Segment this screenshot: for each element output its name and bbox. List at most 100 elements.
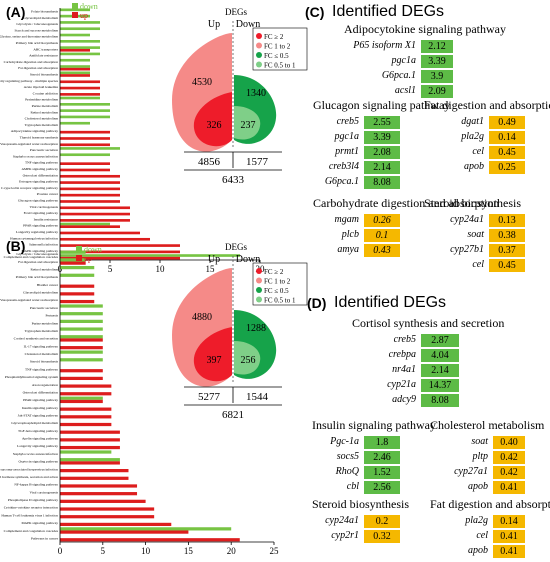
fold-change-cell: 0.37: [488, 243, 526, 258]
category-label: Insulin signaling pathway: [22, 406, 58, 410]
venn-title: DEGs: [225, 242, 247, 252]
category-label: Longevity signaling pathway: [17, 444, 58, 448]
category-label: Complement and coagulation cascades: [4, 255, 59, 259]
fold-change-cell: 3.39: [420, 54, 454, 69]
category-label: TGF-beta signaling pathway: [18, 429, 58, 433]
gene-name: amya: [337, 244, 359, 255]
venn-up-total: 5277: [198, 391, 221, 403]
fc-legend-dot: [256, 33, 262, 39]
category-label: Glucagon signaling pathway: [18, 198, 58, 202]
venn-down-total: 1544: [246, 391, 269, 403]
category-label: Vasopressin-regulated water reabsorption: [0, 142, 58, 146]
fold-change-cell: 2.56: [363, 480, 401, 495]
fold-change-cell: 8.08: [420, 393, 460, 408]
bar-up: [60, 250, 180, 254]
gene-name: cyp21a: [387, 379, 416, 390]
category-label: Osteoclast differentiation: [23, 390, 59, 394]
gene-name: apob: [464, 161, 484, 172]
bar-up: [60, 415, 112, 419]
bar-up: [60, 507, 155, 511]
fold-change-cell: 0.42: [492, 450, 526, 465]
venn-down-outer-count: 1340: [246, 88, 266, 99]
fold-change-cell: 0.41: [492, 480, 526, 495]
fold-change-cell: 2.09: [420, 84, 454, 99]
fc-legend-label: FC 0.5 to 1: [264, 297, 296, 305]
gene-name: cyp27a1: [454, 466, 488, 477]
pathway-title: Steroid biosynthesis: [424, 196, 522, 210]
fc-legend-label: FC ≥ 2: [264, 33, 284, 41]
category-label: PPAR signaling pathway: [23, 224, 58, 228]
pathway-title: Adipocytokine signaling pathway: [344, 22, 506, 36]
category-label: Retinol metabolism: [30, 268, 58, 272]
bar-down: [60, 115, 110, 119]
category-label: Glycerolipid metabolism: [23, 16, 58, 20]
category-label: Viral carcinogenesis: [30, 490, 59, 494]
gene-name: apob: [468, 481, 488, 492]
gene-name: cel: [476, 530, 488, 541]
category-label: Osteoclast differentiation: [23, 173, 59, 177]
category-label: Staphylococcus aureus infection: [13, 154, 59, 158]
category-label: Glycolysis / Gluconeogenesis: [16, 252, 58, 256]
bar-up: [60, 219, 130, 222]
x-tick-label: 10: [141, 546, 151, 556]
fc-legend-dot: [256, 52, 262, 58]
bar-up: [60, 522, 172, 527]
category-label: Adipocytokine signaling pathway: [11, 129, 58, 133]
bar-down: [60, 358, 103, 362]
pathway-title: Insulin signaling pathway: [312, 418, 436, 432]
gene-name: prmt1: [335, 146, 359, 157]
bar-up: [60, 299, 95, 304]
x-tick-label: 15: [206, 264, 216, 274]
bar-down: [60, 458, 120, 462]
bar-down: [60, 147, 120, 150]
bar-up: [60, 469, 129, 473]
venn-up-inner: [193, 92, 232, 147]
category-label: PPAR signaling pathway: [23, 398, 58, 402]
category-label: Human T-cell leukemia virus 1 infection: [1, 513, 58, 517]
panel-a-label: (A): [6, 4, 26, 20]
gene-name: pgc1a: [391, 55, 416, 66]
venn-down-inner-count: 237: [241, 120, 256, 131]
bar-up: [60, 237, 150, 241]
legend-swatch-up: [72, 12, 78, 18]
gene-name: plcb: [341, 229, 359, 240]
category-label: IL-17 signaling pathway: [24, 344, 59, 348]
bar-up: [60, 174, 120, 178]
bar-down: [60, 21, 100, 24]
panel-b-label: (B): [6, 238, 26, 254]
bar-up: [60, 130, 110, 134]
category-label: Estrogen signaling pathway: [19, 180, 58, 184]
category-label: Starch and sucrose metabolism: [15, 28, 59, 32]
category-label: Antifolate resistance: [29, 54, 58, 58]
bar-up: [60, 162, 110, 165]
category-label: Steroid biosynthesis: [30, 360, 59, 364]
bar-down: [60, 46, 100, 49]
category-label: Glycerophospholipid metabolism: [11, 421, 58, 425]
fold-change-cell: 0.14: [492, 514, 526, 529]
fc-legend-box: [252, 27, 308, 71]
fc-legend-dot: [256, 268, 262, 274]
bar-down: [60, 33, 90, 37]
fold-change-cell: 2.14: [363, 160, 401, 175]
bar-up: [60, 292, 95, 296]
category-label: TNF signaling pathway: [25, 367, 58, 371]
fc-legend-label: FC ≤ 0.5: [264, 52, 289, 60]
gene-name: soat: [467, 229, 484, 240]
bar-up: [60, 80, 100, 84]
fold-change-cell: 0.38: [488, 228, 526, 243]
x-tick-label: 5: [101, 546, 106, 556]
bar-up: [60, 492, 138, 496]
venn-down-inner: [234, 341, 261, 375]
venn-down-inner: [234, 106, 261, 140]
category-label: Phospholipase D signaling pathway: [8, 498, 58, 502]
fold-change-cell: 0.14: [488, 130, 526, 145]
category-label: MAPK signaling pathway: [21, 521, 58, 525]
fc-legend-label: FC ≤ 0.5: [264, 287, 289, 295]
legend-label-down: down: [80, 2, 98, 11]
fold-change-cell: 0.45: [488, 145, 526, 160]
bar-down: [60, 52, 100, 56]
bar-down: [60, 327, 103, 331]
fc-legend-dot: [256, 277, 262, 284]
bar-up: [60, 200, 120, 203]
